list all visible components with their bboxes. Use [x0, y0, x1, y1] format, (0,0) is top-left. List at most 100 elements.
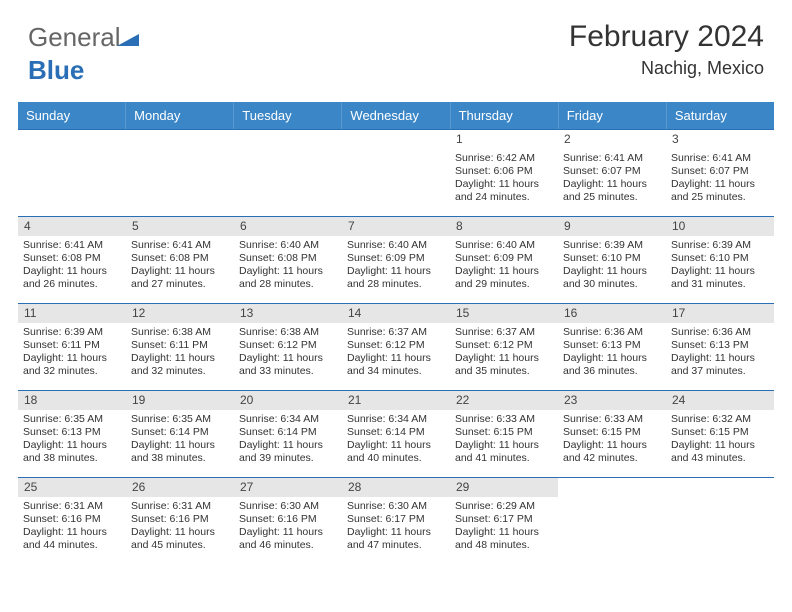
daylight-line: Daylight: 11 hours and 41 minutes.: [455, 439, 553, 465]
calendar-day-cell: 19Sunrise: 6:35 AMSunset: 6:14 PMDayligh…: [126, 391, 234, 477]
sunset-line: Sunset: 6:11 PM: [23, 339, 121, 352]
weekday-header-cell: Thursday: [451, 102, 559, 129]
day-number: 4: [18, 217, 126, 236]
daylight-line: Daylight: 11 hours and 38 minutes.: [23, 439, 121, 465]
daylight-line: Daylight: 11 hours and 44 minutes.: [23, 526, 121, 552]
sunset-line: Sunset: 6:08 PM: [131, 252, 229, 265]
day-number: 29: [450, 478, 558, 497]
calendar-day-cell: 29Sunrise: 6:29 AMSunset: 6:17 PMDayligh…: [450, 478, 558, 564]
sunset-line: Sunset: 6:10 PM: [671, 252, 769, 265]
calendar-day-cell: 20Sunrise: 6:34 AMSunset: 6:14 PMDayligh…: [234, 391, 342, 477]
sunrise-line: Sunrise: 6:37 AM: [347, 326, 445, 339]
sunset-line: Sunset: 6:15 PM: [455, 426, 553, 439]
sunrise-line: Sunrise: 6:39 AM: [671, 239, 769, 252]
day-number: 3: [666, 130, 774, 149]
daylight-line: Daylight: 11 hours and 46 minutes.: [239, 526, 337, 552]
daylight-line: Daylight: 11 hours and 43 minutes.: [671, 439, 769, 465]
sunrise-line: Sunrise: 6:31 AM: [23, 500, 121, 513]
sunset-line: Sunset: 6:16 PM: [23, 513, 121, 526]
calendar-day-cell: 2Sunrise: 6:41 AMSunset: 6:07 PMDaylight…: [558, 130, 666, 216]
calendar-day-cell: 9Sunrise: 6:39 AMSunset: 6:10 PMDaylight…: [558, 217, 666, 303]
calendar-day-cell: 15Sunrise: 6:37 AMSunset: 6:12 PMDayligh…: [450, 304, 558, 390]
page-header: February 2024 Nachig, Mexico: [569, 20, 764, 79]
day-number: 10: [666, 217, 774, 236]
sunrise-line: Sunrise: 6:41 AM: [671, 152, 769, 165]
sunset-line: Sunset: 6:15 PM: [563, 426, 661, 439]
sunset-line: Sunset: 6:12 PM: [347, 339, 445, 352]
sunrise-line: Sunrise: 6:35 AM: [23, 413, 121, 426]
sunrise-line: Sunrise: 6:40 AM: [347, 239, 445, 252]
day-number: 27: [234, 478, 342, 497]
day-number: 24: [666, 391, 774, 410]
sunrise-line: Sunrise: 6:30 AM: [347, 500, 445, 513]
day-number: 22: [450, 391, 558, 410]
daylight-line: Daylight: 11 hours and 28 minutes.: [347, 265, 445, 291]
calendar-grid: SundayMondayTuesdayWednesdayThursdayFrid…: [18, 102, 774, 564]
daylight-line: Daylight: 11 hours and 47 minutes.: [347, 526, 445, 552]
sunset-line: Sunset: 6:12 PM: [455, 339, 553, 352]
day-number: 26: [126, 478, 234, 497]
sunrise-line: Sunrise: 6:34 AM: [239, 413, 337, 426]
calendar-day-cell: 21Sunrise: 6:34 AMSunset: 6:14 PMDayligh…: [342, 391, 450, 477]
sunset-line: Sunset: 6:09 PM: [347, 252, 445, 265]
day-number: 28: [342, 478, 450, 497]
sunset-line: Sunset: 6:14 PM: [347, 426, 445, 439]
daylight-line: Daylight: 11 hours and 42 minutes.: [563, 439, 661, 465]
daylight-line: Daylight: 11 hours and 31 minutes.: [671, 265, 769, 291]
day-number: 13: [234, 304, 342, 323]
day-number: 19: [126, 391, 234, 410]
calendar-day-cell: 26Sunrise: 6:31 AMSunset: 6:16 PMDayligh…: [126, 478, 234, 564]
sunset-line: Sunset: 6:07 PM: [671, 165, 769, 178]
daylight-line: Daylight: 11 hours and 36 minutes.: [563, 352, 661, 378]
calendar-empty-cell: [666, 478, 774, 564]
weekday-header-row: SundayMondayTuesdayWednesdayThursdayFrid…: [18, 102, 774, 129]
sunrise-line: Sunrise: 6:42 AM: [455, 152, 553, 165]
day-number: 5: [126, 217, 234, 236]
sunset-line: Sunset: 6:14 PM: [131, 426, 229, 439]
calendar-day-cell: 18Sunrise: 6:35 AMSunset: 6:13 PMDayligh…: [18, 391, 126, 477]
sunrise-line: Sunrise: 6:33 AM: [455, 413, 553, 426]
day-number: 17: [666, 304, 774, 323]
brand-part1: General: [28, 22, 121, 52]
sunrise-line: Sunrise: 6:41 AM: [563, 152, 661, 165]
sunset-line: Sunset: 6:11 PM: [131, 339, 229, 352]
calendar-week-row: 1Sunrise: 6:42 AMSunset: 6:06 PMDaylight…: [18, 129, 774, 216]
calendar-empty-cell: [558, 478, 666, 564]
sunset-line: Sunset: 6:10 PM: [563, 252, 661, 265]
location-label: Nachig, Mexico: [569, 58, 764, 79]
sunset-line: Sunset: 6:13 PM: [563, 339, 661, 352]
calendar-week-row: 18Sunrise: 6:35 AMSunset: 6:13 PMDayligh…: [18, 390, 774, 477]
day-number: 8: [450, 217, 558, 236]
calendar-day-cell: 3Sunrise: 6:41 AMSunset: 6:07 PMDaylight…: [666, 130, 774, 216]
sunset-line: Sunset: 6:09 PM: [455, 252, 553, 265]
sunset-line: Sunset: 6:13 PM: [671, 339, 769, 352]
day-number: 21: [342, 391, 450, 410]
sunset-line: Sunset: 6:17 PM: [455, 513, 553, 526]
brand-logo: General Blue: [28, 22, 139, 86]
day-number: 25: [18, 478, 126, 497]
daylight-line: Daylight: 11 hours and 32 minutes.: [23, 352, 121, 378]
day-number: 12: [126, 304, 234, 323]
calendar-empty-cell: [234, 130, 342, 216]
calendar-day-cell: 25 Sunrise: 6:31 AMSunset: 6:16 PMDayligh…: [18, 478, 126, 564]
calendar-day-cell: 24Sunrise: 6:32 AMSunset: 6:15 PMDayligh…: [666, 391, 774, 477]
daylight-line: Daylight: 11 hours and 33 minutes.: [239, 352, 337, 378]
daylight-line: Daylight: 11 hours and 32 minutes.: [131, 352, 229, 378]
sunset-line: Sunset: 6:17 PM: [347, 513, 445, 526]
daylight-line: Daylight: 11 hours and 40 minutes.: [347, 439, 445, 465]
calendar-day-cell: 7 Sunrise: 6:40 AMSunset: 6:09 PMDaylight…: [342, 217, 450, 303]
weekday-header-cell: Saturday: [667, 102, 774, 129]
day-number: 7: [342, 217, 450, 236]
weekday-header-cell: Monday: [126, 102, 234, 129]
sunset-line: Sunset: 6:12 PM: [239, 339, 337, 352]
day-number: 1: [450, 130, 558, 149]
daylight-line: Daylight: 11 hours and 30 minutes.: [563, 265, 661, 291]
day-number: 18: [18, 391, 126, 410]
day-number: 16: [558, 304, 666, 323]
sunrise-line: Sunrise: 6:41 AM: [23, 239, 121, 252]
calendar-day-cell: 23Sunrise: 6:33 AMSunset: 6:15 PMDayligh…: [558, 391, 666, 477]
day-number: 2: [558, 130, 666, 149]
daylight-line: Daylight: 11 hours and 48 minutes.: [455, 526, 553, 552]
daylight-line: Daylight: 11 hours and 38 minutes.: [131, 439, 229, 465]
calendar-day-cell: 12Sunrise: 6:38 AMSunset: 6:11 PMDayligh…: [126, 304, 234, 390]
